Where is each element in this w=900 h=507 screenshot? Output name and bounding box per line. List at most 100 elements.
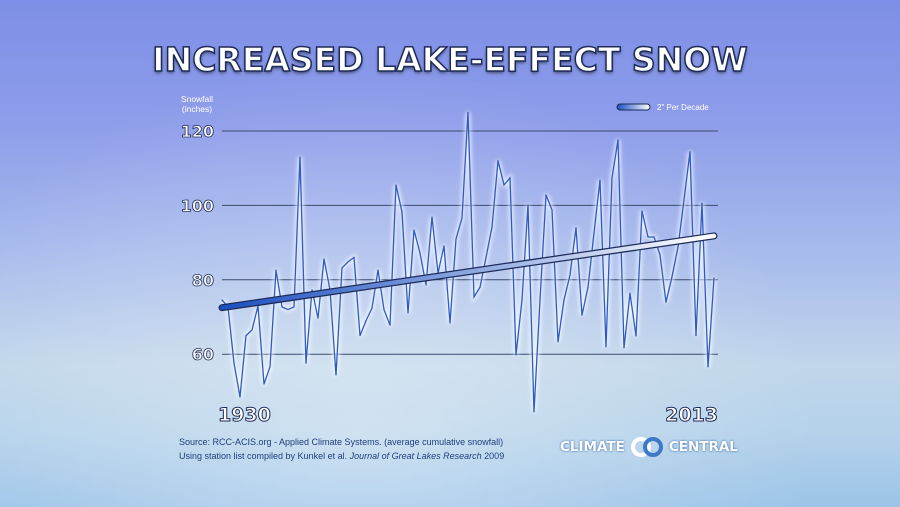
data-point bbox=[683, 199, 685, 201]
y-tick-label: 60 bbox=[192, 345, 214, 364]
chart-title: INCREASED LAKE-EFFECT SNOW bbox=[152, 39, 749, 80]
y-tick-label: 80 bbox=[192, 271, 214, 290]
data-point bbox=[617, 139, 619, 141]
data-point bbox=[677, 246, 679, 248]
source-year: 2009 bbox=[481, 451, 505, 461]
data-point bbox=[539, 299, 541, 301]
data-point bbox=[323, 258, 325, 260]
data-point bbox=[641, 210, 643, 212]
data-point bbox=[341, 267, 343, 269]
data-point bbox=[359, 335, 361, 337]
data-point bbox=[263, 383, 265, 385]
data-point bbox=[449, 322, 451, 324]
data-point bbox=[563, 299, 565, 301]
data-point bbox=[611, 177, 613, 179]
x-end-label: 2013 bbox=[665, 404, 718, 426]
data-point bbox=[509, 177, 511, 179]
y-axis-label-line1: Snowfall bbox=[181, 94, 213, 104]
data-point bbox=[353, 256, 355, 259]
data-point bbox=[395, 184, 397, 186]
data-point bbox=[233, 362, 235, 364]
data-point bbox=[581, 314, 583, 316]
data-point bbox=[347, 261, 349, 263]
data-point bbox=[413, 229, 415, 231]
data-point bbox=[575, 227, 577, 229]
data-point bbox=[635, 335, 637, 337]
data-point bbox=[281, 306, 283, 308]
data-point bbox=[293, 306, 295, 308]
data-point bbox=[401, 211, 403, 213]
trend-line bbox=[219, 233, 717, 310]
data-point bbox=[569, 274, 571, 276]
data-point bbox=[371, 307, 373, 309]
data-point bbox=[701, 202, 703, 204]
data-point bbox=[593, 232, 595, 234]
data-point bbox=[365, 320, 367, 322]
data-point bbox=[317, 317, 319, 319]
logo-text-left: CLIMATE bbox=[560, 439, 625, 455]
y-tick-label: 120 bbox=[181, 122, 214, 141]
data-point bbox=[647, 236, 649, 238]
data-point bbox=[671, 276, 673, 278]
data-point bbox=[245, 335, 247, 337]
data-point bbox=[419, 252, 421, 254]
data-point bbox=[305, 362, 307, 364]
data-point bbox=[479, 286, 481, 288]
data-point bbox=[377, 269, 379, 271]
data-point bbox=[587, 286, 589, 288]
data-point bbox=[383, 308, 385, 311]
data-point bbox=[311, 289, 313, 291]
data-point bbox=[497, 160, 499, 162]
source-prefix: Using station list compiled by Kunkel et… bbox=[179, 451, 350, 461]
data-point bbox=[707, 366, 709, 368]
data-point bbox=[461, 217, 463, 219]
journal-name: Journal of Great Lakes Research bbox=[349, 451, 482, 461]
legend-label: 2" Per Decade bbox=[657, 103, 709, 112]
logo-rings-icon bbox=[629, 437, 665, 457]
data-point bbox=[251, 329, 253, 331]
logo-text-right: CENTRAL bbox=[668, 439, 738, 455]
data-point bbox=[665, 301, 667, 303]
data-point bbox=[239, 396, 241, 398]
data-point bbox=[491, 226, 493, 228]
data-point bbox=[473, 296, 475, 298]
data-point bbox=[431, 216, 433, 218]
data-point bbox=[629, 292, 631, 294]
data-point bbox=[221, 299, 223, 301]
data-point bbox=[467, 111, 469, 113]
data-point bbox=[521, 299, 523, 301]
data-point bbox=[425, 284, 427, 286]
data-point bbox=[515, 354, 517, 356]
y-axis-label-line2: (inches) bbox=[182, 104, 212, 114]
y-tick-label: 100 bbox=[181, 196, 214, 215]
data-point bbox=[605, 346, 607, 348]
data-point bbox=[389, 324, 391, 326]
data-point bbox=[695, 335, 697, 337]
data-point bbox=[407, 312, 409, 314]
source-line-1: Source: RCC-ACIS.org - Applied Climate S… bbox=[179, 437, 504, 447]
data-point bbox=[551, 209, 553, 211]
data-point bbox=[659, 254, 661, 256]
data-point bbox=[623, 347, 625, 349]
data-point bbox=[269, 366, 271, 368]
x-start-label: 1930 bbox=[218, 404, 271, 426]
data-point bbox=[527, 204, 529, 206]
data-point bbox=[503, 184, 505, 186]
data-point bbox=[299, 156, 301, 158]
data-point bbox=[533, 411, 535, 413]
data-point bbox=[275, 269, 277, 271]
data-point bbox=[653, 236, 655, 238]
data-point bbox=[557, 341, 559, 343]
data-point bbox=[335, 374, 337, 376]
data-point bbox=[443, 245, 445, 247]
data-point bbox=[545, 194, 547, 196]
data-point bbox=[689, 151, 691, 153]
data-point bbox=[599, 179, 601, 181]
source-line-2: Using station list compiled by Kunkel et… bbox=[179, 451, 504, 461]
data-point bbox=[287, 308, 289, 311]
data-point bbox=[485, 256, 487, 259]
data-point bbox=[713, 277, 715, 279]
climate-central-logo: CLIMATE CENTRAL bbox=[560, 437, 738, 457]
